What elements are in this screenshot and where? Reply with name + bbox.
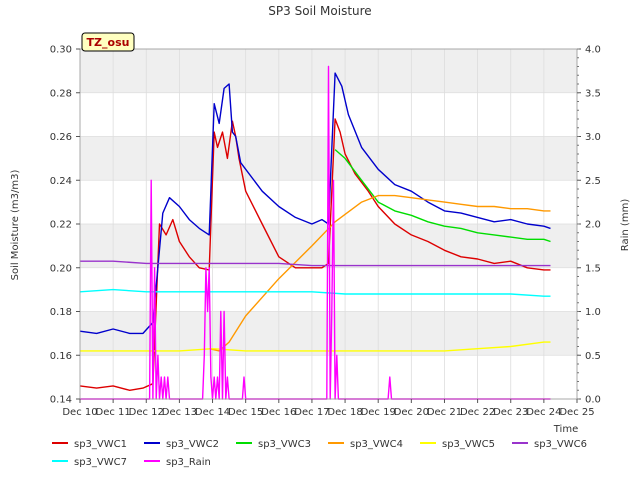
y2-tick-label: 2.5 [585,176,601,187]
legend-label: sp3_VWC3 [258,439,311,450]
y2-tick-label: 3.5 [585,88,601,99]
x-tick-label: Dec 18 [327,407,362,418]
y-tick-label: 0.26 [50,132,72,143]
legend-label: sp3_VWC2 [166,439,219,450]
y-tick-label: 0.18 [50,307,72,318]
y2-tick-label: 4.0 [585,45,601,56]
site-badge-label: TZ_osu [87,36,130,49]
y2-tick-label: 1.0 [585,307,601,318]
x-tick-label: Dec 11 [96,407,131,418]
x-tick-label: Dec 13 [162,407,197,418]
x-axis-label: Time [553,424,578,435]
chart-title: SP3 Soil Moisture [268,4,371,18]
series-line-sp3_VWC7 [79,288,551,297]
y-tick-label: 0.20 [50,263,72,274]
y2-axis-ticks: 0.0 0.5 1.0 1.5 2.0 2.5 3.0 3.5 4.0 [577,45,601,406]
series-line-sp3_Rain [80,65,551,400]
legend-label: sp3_VWC5 [442,439,495,450]
x-tick-label: Dec 16 [261,407,296,418]
legend-label: sp3_VWC1 [74,439,127,450]
x-tick-label: Dec 17 [294,407,329,418]
y-tick-label: 0.22 [50,220,72,231]
x-tick-label: Dec 23 [493,407,528,418]
series-line-sp3_VWC3 [334,149,551,243]
y-axis-label: Soil Moisture (m3/m3) [10,170,21,281]
legend-label: sp3_Rain [166,457,211,468]
x-tick-label: Dec 25 [559,407,594,418]
x-tick-label: Dec 10 [62,407,97,418]
y-tick-label: 0.14 [50,395,72,406]
y2-tick-label: 0.0 [585,395,601,406]
x-tick-label: Dec 22 [460,407,495,418]
x-tick-label: Dec 12 [129,407,164,418]
series-line-sp3_VWC4 [209,194,551,352]
y-tick-label: 0.24 [50,176,72,187]
x-tick-label: Dec 19 [361,407,396,418]
y2-tick-label: 0.5 [585,351,601,362]
x-tick-label: Dec 14 [195,407,230,418]
series-line-sp3_VWC2 [79,72,551,335]
series-line-sp3_VWC5 [80,341,551,352]
x-tick-label: Dec 21 [427,407,462,418]
y-tick-label: 0.30 [50,45,72,56]
x-tick-label: Dec 20 [394,407,429,418]
y2-tick-label: 3.0 [585,132,601,143]
y-axis-ticks: 0.14 0.16 0.18 0.20 0.22 0.24 0.26 0.28 0.30 [50,45,80,406]
y-tick-label: 0.28 [50,88,72,99]
legend: sp3_VWC1 sp3_VWC2 sp3_VWC3 sp3_VWC4 sp3_VWC5… [52,439,587,468]
legend-label: sp3_VWC6 [534,439,587,450]
x-tick-label: Dec 15 [228,407,263,418]
x-tick-label: Dec 24 [526,407,561,418]
y-tick-label: 0.16 [50,351,72,362]
legend-label: sp3_VWC7 [74,457,127,468]
y2-tick-label: 1.5 [585,263,601,274]
series-line-sp3_VWC1 [79,118,551,391]
legend-label: sp3_VWC4 [350,439,403,450]
y2-tick-label: 2.0 [585,220,601,231]
series-line-sp3_VWC6 [80,260,551,267]
site-badge: TZ_osu [81,32,135,52]
series-lines [79,65,551,400]
y2-axis-label: Rain (mm) [620,199,631,252]
